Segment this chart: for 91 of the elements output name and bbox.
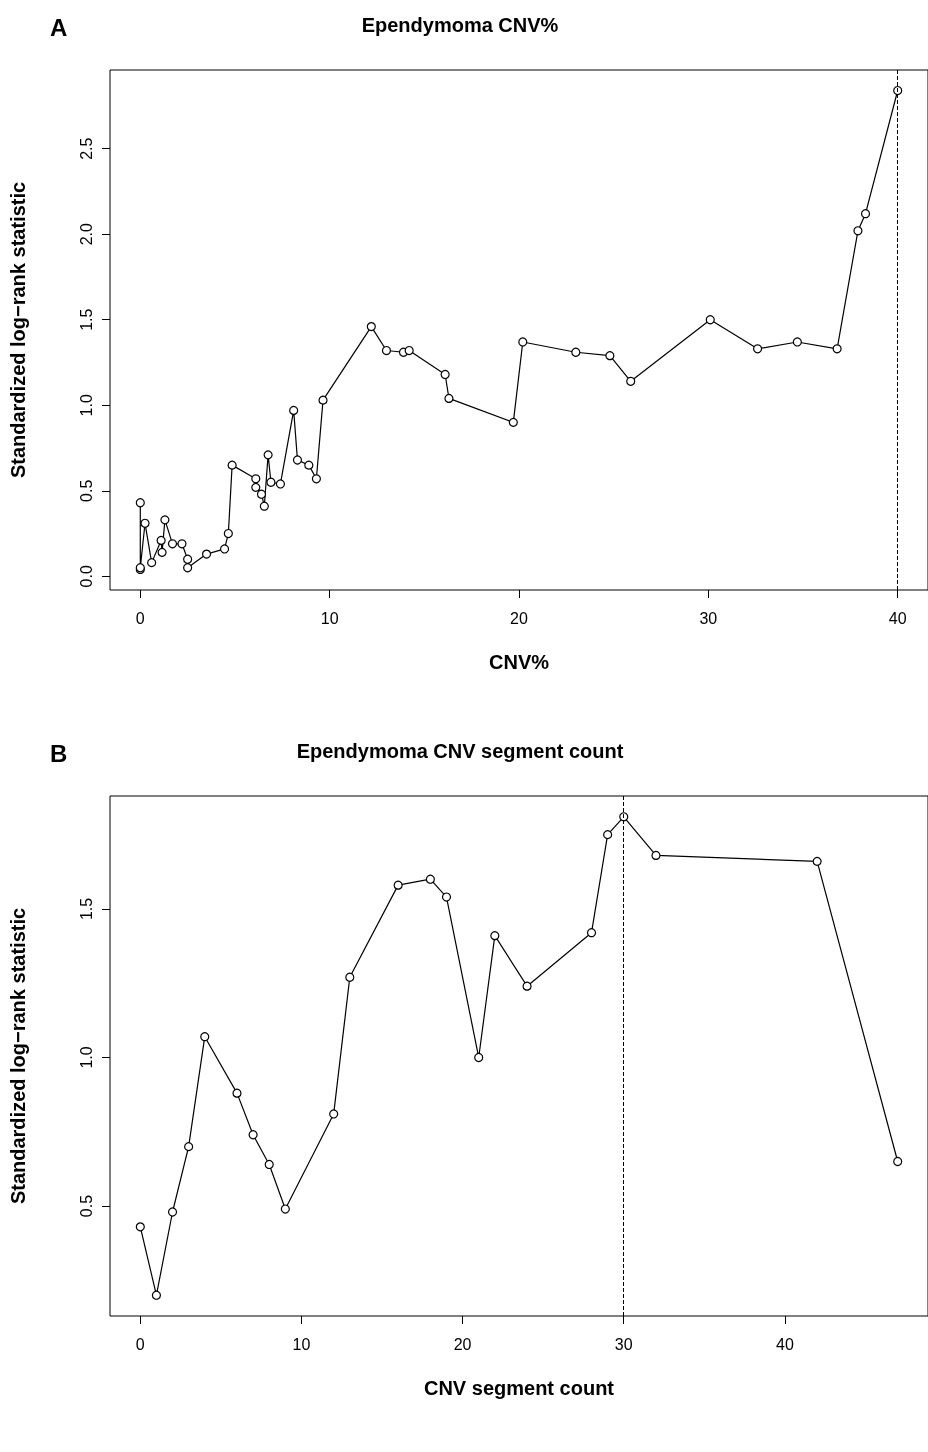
point xyxy=(832,344,842,354)
point xyxy=(280,1204,290,1214)
point xyxy=(381,345,392,356)
point xyxy=(603,830,613,840)
point xyxy=(812,856,822,866)
point xyxy=(200,1032,210,1042)
chart-title: Ependymoma CNV% xyxy=(361,14,559,36)
point xyxy=(183,563,193,573)
point xyxy=(264,1159,274,1170)
x-tick-label: 40 xyxy=(776,1335,794,1353)
point xyxy=(183,554,193,564)
point xyxy=(626,376,636,386)
point xyxy=(251,482,261,492)
y-axis-title: Standardized log−rank statistic xyxy=(7,181,29,479)
y-tick-label: 2.5 xyxy=(77,137,95,160)
point xyxy=(792,337,802,347)
point xyxy=(167,539,178,549)
point xyxy=(518,337,528,347)
text: A xyxy=(50,13,68,41)
point xyxy=(266,477,276,487)
point xyxy=(275,479,286,489)
x-tick-label: 10 xyxy=(320,609,339,627)
point xyxy=(151,1290,162,1300)
point xyxy=(256,489,267,499)
point xyxy=(292,455,303,465)
point xyxy=(366,321,376,332)
x-tick-label: 20 xyxy=(510,609,528,627)
point xyxy=(160,515,170,525)
y-tick-label: 1.5 xyxy=(77,897,95,921)
point xyxy=(522,981,532,991)
point xyxy=(508,417,518,427)
point xyxy=(167,1207,178,1217)
point xyxy=(227,460,237,470)
point xyxy=(259,501,269,511)
y-tick-label: 1.0 xyxy=(77,394,95,417)
point xyxy=(223,528,233,539)
y-tick-label: 1.0 xyxy=(77,1046,95,1069)
x-tick-label: 30 xyxy=(614,1335,633,1353)
point xyxy=(251,474,261,484)
x-tick-label: 20 xyxy=(453,1335,472,1353)
y-tick-label: 1.5 xyxy=(77,308,95,331)
y-tick-label: 0.5 xyxy=(77,1194,95,1218)
x-tick-label: 10 xyxy=(292,1335,311,1353)
y-tick-label: 0.5 xyxy=(77,479,95,502)
point xyxy=(263,450,273,460)
chart-title: Ependymoma CNV segment count xyxy=(296,740,624,762)
point xyxy=(248,1130,258,1140)
point xyxy=(345,972,355,982)
point xyxy=(586,928,597,938)
point xyxy=(440,369,450,380)
y-tick-label: 0.0 xyxy=(77,565,95,588)
point xyxy=(404,345,414,356)
point xyxy=(147,558,157,568)
point xyxy=(289,405,299,415)
point xyxy=(232,1088,242,1098)
point xyxy=(329,1109,339,1119)
point xyxy=(441,892,452,902)
point xyxy=(474,1052,484,1063)
point xyxy=(135,498,145,508)
point xyxy=(444,393,454,404)
point xyxy=(651,850,661,861)
point xyxy=(893,1156,903,1167)
point xyxy=(311,474,321,484)
x-tick-label: 40 xyxy=(888,609,907,627)
x-axis-title: CNV% xyxy=(488,651,550,673)
point xyxy=(157,547,167,557)
point xyxy=(219,544,230,554)
point xyxy=(425,874,435,884)
point xyxy=(184,1142,194,1152)
x-axis-title: CNV segment count xyxy=(423,1377,615,1399)
point xyxy=(304,460,314,470)
point xyxy=(177,539,187,549)
point xyxy=(853,226,863,236)
point xyxy=(752,344,763,354)
point xyxy=(156,535,166,545)
y-axis-title: Standardized log−rank statistic xyxy=(7,907,29,1205)
text: B xyxy=(50,739,68,767)
point xyxy=(605,351,615,361)
point xyxy=(201,549,212,559)
x-tick-label: 0 xyxy=(135,609,145,627)
point xyxy=(705,315,715,325)
point xyxy=(860,209,871,219)
x-tick-label: 30 xyxy=(699,609,718,627)
point xyxy=(490,931,500,941)
point xyxy=(135,1222,145,1232)
point xyxy=(318,395,328,405)
point xyxy=(393,880,403,890)
point xyxy=(571,347,581,357)
x-tick-label: 0 xyxy=(135,1335,145,1353)
point xyxy=(140,518,150,528)
y-tick-label: 2.0 xyxy=(77,222,95,246)
